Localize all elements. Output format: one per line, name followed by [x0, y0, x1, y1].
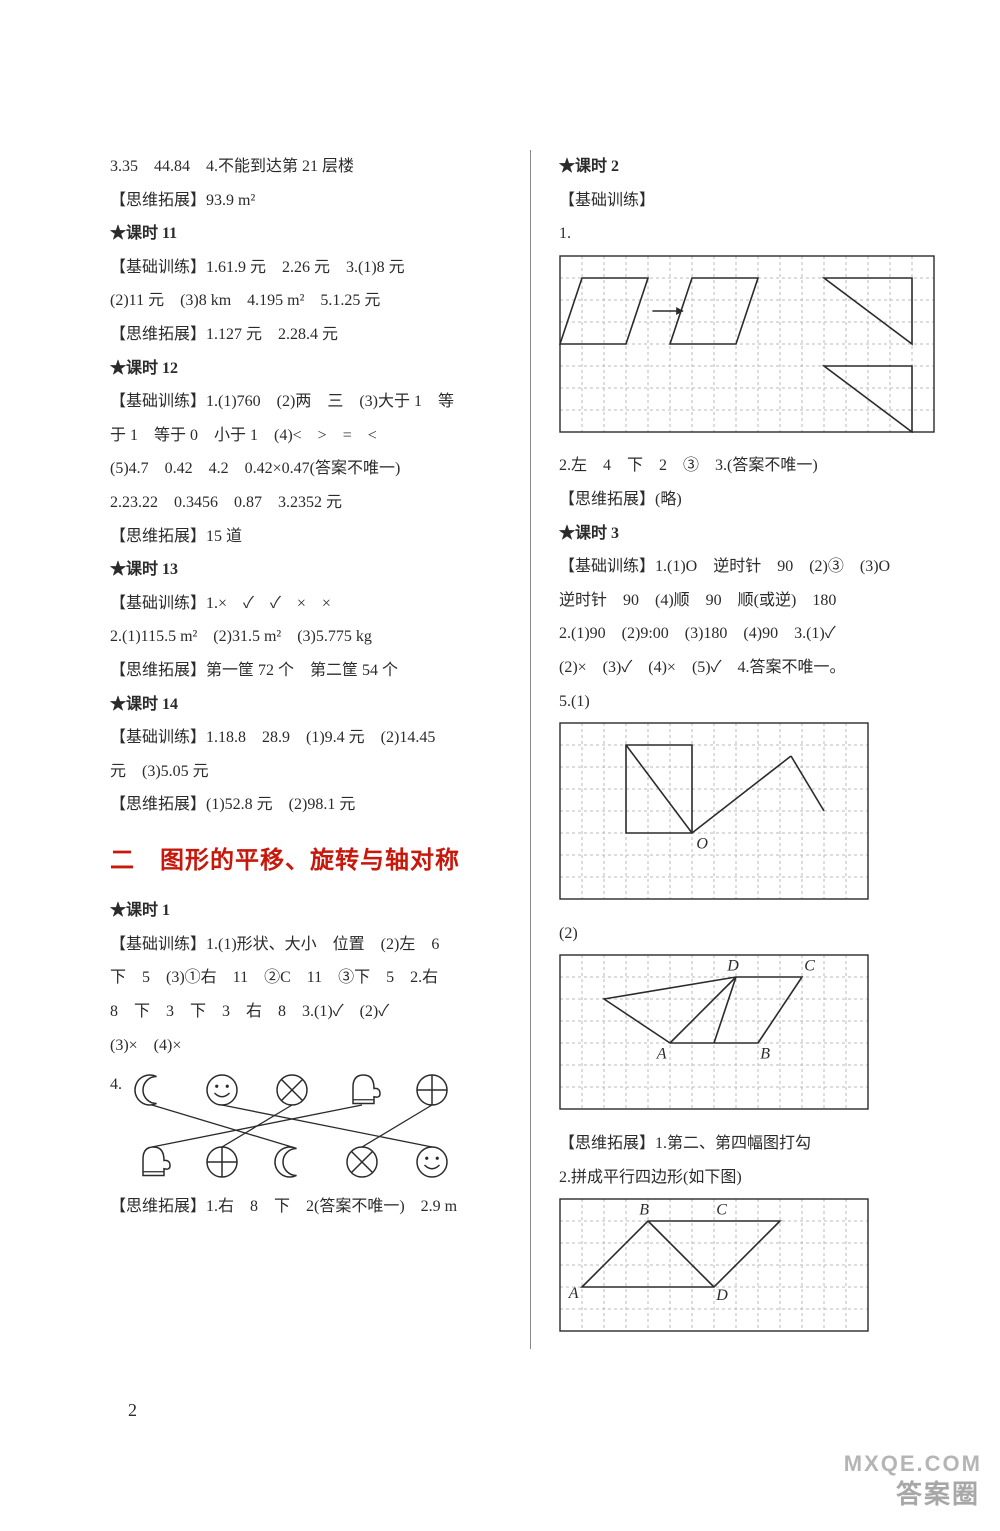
svg-text:C: C	[716, 1201, 727, 1218]
svg-text:O: O	[696, 836, 708, 853]
text-line: 2.(1)90 (2)9:00 (3)180 (4)90 3.(1)✓	[559, 617, 950, 651]
text-line: 【思维拓展】93.9 m²	[110, 184, 502, 218]
text-line: 【基础训练】1.(1)760 (2)两 三 (3)大于 1 等	[110, 385, 502, 419]
text-line: 【思维拓展】15 道	[110, 520, 502, 554]
watermark-text: 答案圈	[896, 1474, 980, 1511]
item-number: 4.	[110, 1068, 122, 1102]
svg-text:B: B	[639, 1201, 649, 1218]
text-line: 2.拼成平行四边形(如下图)	[559, 1161, 950, 1195]
text-line: 【基础训练】1.(1)形状、大小 位置 (2)左 6	[110, 928, 502, 962]
text-line: (5)4.7 0.42 4.2 0.42×0.47(答案不唯一)	[110, 452, 502, 486]
lesson-heading: ★课时 13	[110, 553, 502, 587]
text-line: 3.35 44.84 4.不能到达第 21 层楼	[110, 150, 502, 184]
grid-svg: D C A B	[559, 954, 869, 1110]
grid-svg	[559, 255, 935, 433]
text-line: (3)× (4)×	[110, 1029, 502, 1063]
matching-icon	[122, 1066, 502, 1186]
text-line: 2.23.22 0.3456 0.87 3.2352 元	[110, 486, 502, 520]
item-number: 5.(1)	[559, 685, 950, 719]
text-line: 【思维拓展】(1)52.8 元 (2)98.1 元	[110, 788, 502, 822]
item-number: 1.	[559, 217, 571, 251]
text-line: 【思维拓展】1.右 8 下 2(答案不唯一) 2.9 m	[110, 1190, 502, 1224]
lesson-heading: ★课时 1	[110, 894, 502, 928]
page-number: 2	[128, 1400, 137, 1421]
right-column: ★课时 2 【基础训练】 1. 2.左 4 下 2 ③ 3.(答案不唯一) 【思…	[559, 150, 950, 1349]
text-line: 8 下 3 下 3 右 8 3.(1)✓ (2)✓	[110, 995, 502, 1029]
svg-text:D: D	[726, 958, 739, 975]
text-line: 【思维拓展】1.127 元 2.28.4 元	[110, 318, 502, 352]
chapter-title: 二 图形的平移、旋转与轴对称	[110, 836, 502, 886]
lesson-heading: ★课时 12	[110, 352, 502, 386]
item-number: (2)	[559, 917, 950, 951]
text-line: 【基础训练】1.× ✓ ✓ × ×	[110, 587, 502, 621]
svg-text:B: B	[760, 1046, 770, 1063]
left-column: 3.35 44.84 4.不能到达第 21 层楼 【思维拓展】93.9 m² ★…	[110, 150, 502, 1349]
grid-svg: B C A D	[559, 1198, 869, 1332]
text-line: 【基础训练】	[559, 184, 950, 218]
svg-text:A: A	[656, 1046, 667, 1063]
text-line: 2.(1)115.5 m² (2)31.5 m² (3)5.775 kg	[110, 620, 502, 654]
text-line: 元 (3)5.05 元	[110, 755, 502, 789]
text-line: 【基础训练】1.(1)O 逆时针 90 (2)③ (3)O	[559, 550, 950, 584]
text-line: (2)11 元 (3)8 km 4.195 m² 5.1.25 元	[110, 284, 502, 318]
text-line: 逆时针 90 (4)顺 90 顺(或逆) 180	[559, 584, 950, 618]
svg-text:C: C	[804, 958, 815, 975]
text-line: (2)× (3)✓ (4)× (5)✓ 4.答案不唯一。	[559, 651, 950, 685]
column-divider	[530, 150, 531, 1349]
grid-svg: O	[559, 722, 869, 900]
text-line: 【基础训练】1.61.9 元 2.26 元 3.(1)8 元	[110, 251, 502, 285]
svg-text:A: A	[568, 1285, 579, 1302]
lesson-heading: ★课时 2	[559, 150, 950, 184]
matching-figure	[122, 1066, 502, 1186]
grid-figure-1	[559, 255, 950, 446]
lesson-heading: ★课时 11	[110, 217, 502, 251]
lesson-heading: ★课时 14	[110, 688, 502, 722]
text-line: 下 5 (3)①右 11 ②C 11 ③下 5 2.右	[110, 961, 502, 995]
lesson-heading: ★课时 3	[559, 517, 950, 551]
text-line: 【思维拓展】第一筐 72 个 第二筐 54 个	[110, 654, 502, 688]
text-line: 【思维拓展】(略)	[559, 483, 950, 517]
text-line: 【基础训练】1.18.8 28.9 (1)9.4 元 (2)14.45	[110, 721, 502, 755]
text-line: 【思维拓展】1.第二、第四幅图打勾	[559, 1127, 950, 1161]
grid-figure-51: O	[559, 722, 950, 913]
svg-text:D: D	[715, 1287, 728, 1304]
grid-figure-52: D C A B	[559, 954, 950, 1123]
text-line: 2.左 4 下 2 ③ 3.(答案不唯一)	[559, 449, 950, 483]
grid-figure-para: B C A D	[559, 1198, 950, 1345]
text-line: 于 1 等于 0 小于 1 (4)< > = <	[110, 419, 502, 453]
